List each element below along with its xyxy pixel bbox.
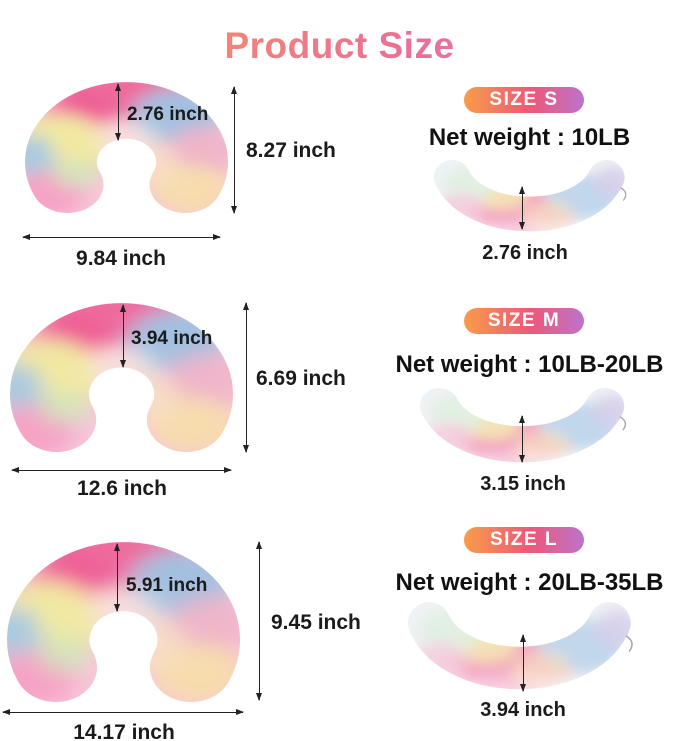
pillow-front-view-l	[7, 542, 240, 702]
total-height-arrow-l	[256, 541, 262, 701]
thickness-arrow-m	[519, 415, 525, 463]
thickness-label-l: 3.94 inch	[480, 699, 566, 721]
width-label-m: 12.6 inch	[77, 477, 167, 500]
width-arrow-m	[11, 467, 232, 473]
total-height-arrow-m	[243, 302, 249, 453]
size-badge-l: SIZE L	[464, 527, 584, 553]
total-height-label-s: 8.27 inch	[246, 139, 336, 162]
net-weight-label-l: Net weight : 20LB-35LB	[395, 569, 664, 596]
thickness-arrow-s	[519, 186, 525, 230]
inner-height-arrow-l	[114, 543, 120, 612]
thickness-label-m: 3.15 inch	[480, 473, 566, 495]
width-label-s: 9.84 inch	[76, 247, 166, 270]
inner-height-label-l: 5.91 inch	[126, 575, 208, 596]
width-arrow-s	[22, 234, 221, 240]
thickness-arrow-l	[520, 634, 526, 692]
width-arrow-l	[2, 709, 244, 715]
total-height-arrow-s	[231, 86, 237, 214]
page-title: Product Size	[0, 25, 679, 67]
total-height-label-l: 9.45 inch	[271, 611, 361, 634]
inner-height-arrow-s	[115, 83, 121, 141]
inner-height-label-s: 2.76 inch	[127, 104, 209, 125]
width-label-l: 14.17 inch	[73, 721, 175, 741]
size-badge-s: SIZE S	[464, 87, 584, 113]
inner-height-label-m: 3.94 inch	[131, 328, 213, 349]
inner-height-arrow-m	[120, 304, 126, 368]
size-badge-m: SIZE M	[464, 308, 584, 334]
net-weight-label-m: Net weight : 10LB-20LB	[395, 351, 664, 378]
total-height-label-m: 6.69 inch	[256, 367, 346, 390]
thickness-label-s: 2.76 inch	[482, 242, 568, 264]
net-weight-label-s: Net weight : 10LB	[428, 124, 631, 151]
